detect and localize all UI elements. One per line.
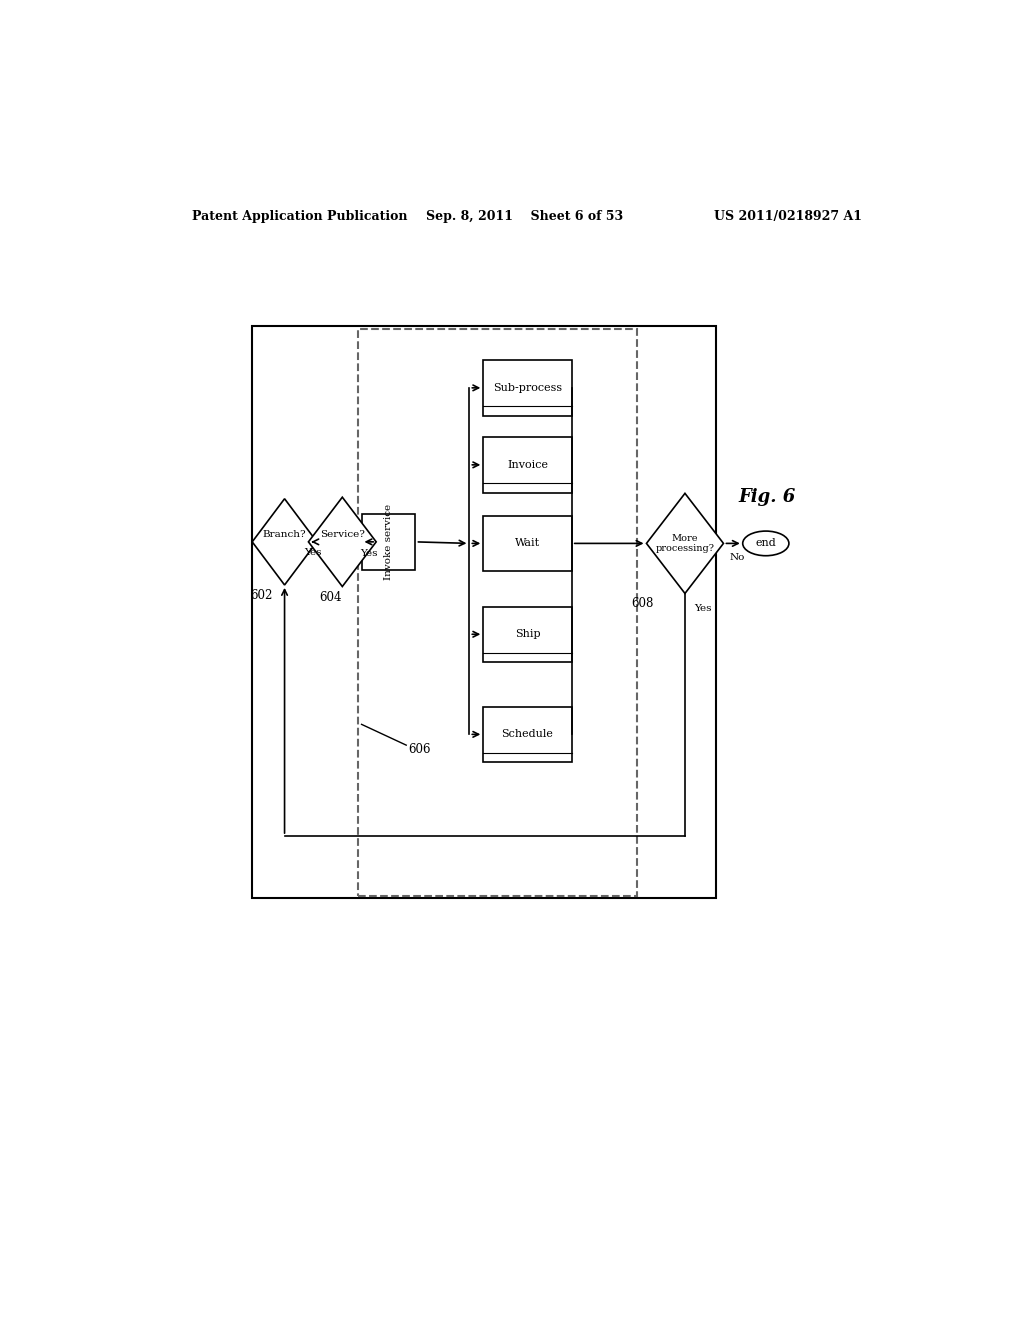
Text: Wait: Wait [515, 539, 540, 548]
Bar [483, 607, 571, 663]
Text: Yes: Yes [360, 549, 378, 558]
Text: 604: 604 [319, 591, 342, 603]
Text: No: No [730, 553, 745, 562]
Text: Fig. 6: Fig. 6 [739, 488, 796, 506]
Text: Invoice: Invoice [507, 459, 548, 470]
Text: Schedule: Schedule [502, 730, 553, 739]
Text: Service?: Service? [319, 529, 365, 539]
Bar [361, 515, 416, 570]
Bar [483, 360, 571, 416]
Polygon shape [308, 498, 376, 586]
Text: Sub-process: Sub-process [493, 383, 562, 393]
Polygon shape [646, 494, 724, 594]
Text: Yes: Yes [694, 605, 712, 614]
Text: 602: 602 [250, 589, 272, 602]
Polygon shape [252, 499, 316, 585]
Text: Ship: Ship [515, 630, 541, 639]
Bar [483, 706, 571, 762]
Bar [252, 326, 716, 898]
Text: Sep. 8, 2011    Sheet 6 of 53: Sep. 8, 2011 Sheet 6 of 53 [426, 210, 624, 223]
Text: 608: 608 [631, 597, 653, 610]
Text: More
processing?: More processing? [655, 533, 715, 553]
Ellipse shape [742, 531, 788, 556]
Bar [358, 330, 637, 896]
Bar [483, 437, 571, 492]
Text: US 2011/0218927 A1: US 2011/0218927 A1 [714, 210, 862, 223]
Text: Branch?: Branch? [263, 529, 306, 539]
Text: Patent Application Publication: Patent Application Publication [193, 210, 408, 223]
Text: 606: 606 [408, 743, 430, 756]
Text: Invoke service: Invoke service [384, 504, 393, 579]
Bar [483, 516, 571, 572]
Text: Yes: Yes [304, 548, 322, 557]
Text: end: end [756, 539, 776, 548]
